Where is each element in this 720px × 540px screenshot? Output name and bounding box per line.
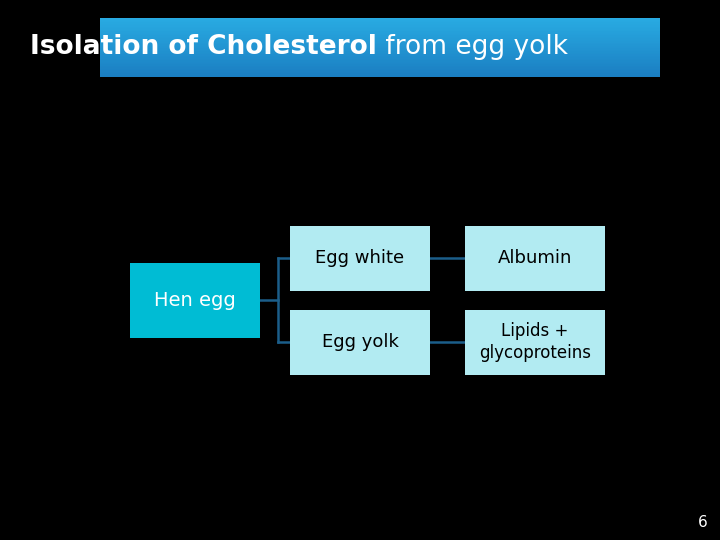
FancyBboxPatch shape <box>100 56 660 58</box>
FancyBboxPatch shape <box>100 51 660 53</box>
FancyBboxPatch shape <box>100 54 660 56</box>
FancyBboxPatch shape <box>465 309 605 375</box>
FancyBboxPatch shape <box>100 28 660 30</box>
FancyBboxPatch shape <box>100 57 660 59</box>
Text: 6: 6 <box>698 515 708 530</box>
FancyBboxPatch shape <box>100 59 660 60</box>
FancyBboxPatch shape <box>100 62 660 63</box>
FancyBboxPatch shape <box>100 38 660 40</box>
FancyBboxPatch shape <box>100 34 660 36</box>
Text: Egg yolk: Egg yolk <box>322 333 398 351</box>
FancyBboxPatch shape <box>100 32 660 35</box>
FancyBboxPatch shape <box>100 63 660 65</box>
Text: Albumin: Albumin <box>498 249 572 267</box>
Text: Isolation of Cholesterol: Isolation of Cholesterol <box>30 34 377 60</box>
FancyBboxPatch shape <box>100 43 660 45</box>
FancyBboxPatch shape <box>130 262 260 338</box>
FancyBboxPatch shape <box>100 64 660 66</box>
FancyBboxPatch shape <box>100 36 660 37</box>
FancyBboxPatch shape <box>100 50 660 52</box>
FancyBboxPatch shape <box>465 226 605 291</box>
FancyBboxPatch shape <box>100 41 660 43</box>
FancyBboxPatch shape <box>100 70 660 72</box>
FancyBboxPatch shape <box>100 47 660 49</box>
FancyBboxPatch shape <box>100 22 660 24</box>
FancyBboxPatch shape <box>100 69 660 71</box>
FancyBboxPatch shape <box>100 30 660 31</box>
FancyBboxPatch shape <box>100 66 660 68</box>
FancyBboxPatch shape <box>100 68 660 69</box>
FancyBboxPatch shape <box>100 53 660 55</box>
FancyBboxPatch shape <box>100 21 660 23</box>
FancyBboxPatch shape <box>100 25 660 27</box>
FancyBboxPatch shape <box>100 18 660 20</box>
FancyBboxPatch shape <box>100 26 660 29</box>
FancyBboxPatch shape <box>100 49 660 50</box>
FancyBboxPatch shape <box>100 75 660 77</box>
Text: Hen egg: Hen egg <box>154 291 236 309</box>
Text: from egg yolk: from egg yolk <box>377 34 568 60</box>
FancyBboxPatch shape <box>290 309 430 375</box>
FancyBboxPatch shape <box>100 72 660 73</box>
FancyBboxPatch shape <box>100 73 660 75</box>
FancyBboxPatch shape <box>290 226 430 291</box>
FancyBboxPatch shape <box>100 31 660 33</box>
FancyBboxPatch shape <box>100 44 660 46</box>
FancyBboxPatch shape <box>100 40 660 42</box>
FancyBboxPatch shape <box>100 19 660 22</box>
Text: Lipids +
glycoproteins: Lipids + glycoproteins <box>479 322 591 362</box>
Text: Egg white: Egg white <box>315 249 405 267</box>
FancyBboxPatch shape <box>100 45 660 48</box>
FancyBboxPatch shape <box>100 37 660 39</box>
FancyBboxPatch shape <box>100 24 660 26</box>
FancyBboxPatch shape <box>100 60 660 62</box>
